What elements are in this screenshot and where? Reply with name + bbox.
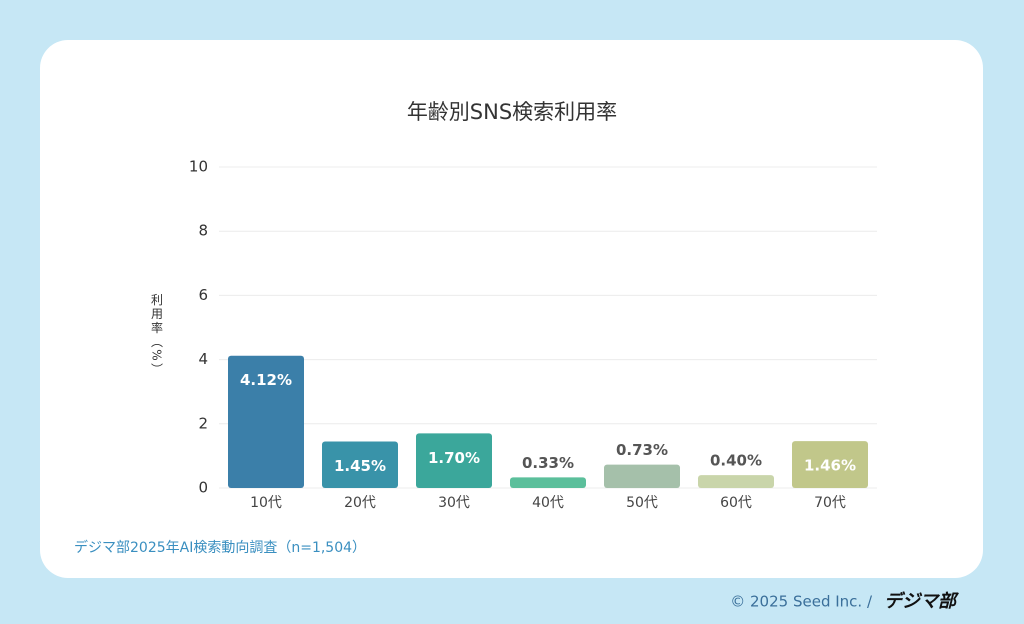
- x-tick-label: 30代: [438, 495, 470, 511]
- y-tick-label: 8: [198, 222, 208, 240]
- bar: [792, 441, 868, 488]
- bar: [604, 464, 680, 488]
- x-tick-label: 40代: [532, 495, 564, 511]
- x-tick-label: 50代: [626, 495, 658, 511]
- x-tick-label: 60代: [720, 495, 752, 511]
- y-tick-label: 2: [198, 414, 208, 432]
- bar: [698, 475, 774, 488]
- data-label: 1.70%: [428, 449, 480, 467]
- data-label: 0.40%: [710, 452, 762, 470]
- source-note: デジマ部2025年AI検索動向調査（n=1,504）: [74, 539, 366, 556]
- data-label: 0.73%: [616, 441, 668, 459]
- copyright: © 2025 Seed Inc. /: [730, 593, 873, 611]
- data-label: 1.46%: [804, 457, 856, 475]
- x-tick-label: 20代: [344, 495, 376, 511]
- bar: [228, 355, 304, 488]
- y-axis-label: 利用率（%）: [150, 293, 164, 377]
- y-tick-label: 4: [198, 350, 208, 368]
- chart-title: 年齢別SNS検索利用率: [407, 100, 617, 124]
- logo: デジマ部: [884, 591, 959, 612]
- y-tick-label: 0: [198, 479, 208, 497]
- bar: [416, 433, 492, 488]
- x-tick-label: 10代: [250, 495, 282, 511]
- data-label: 1.45%: [334, 457, 386, 475]
- data-label: 0.33%: [522, 454, 574, 472]
- bar: [510, 477, 586, 488]
- x-tick-label: 70代: [814, 495, 846, 511]
- y-tick-label: 10: [189, 158, 208, 176]
- data-label: 4.12%: [240, 371, 292, 389]
- bar: [322, 441, 398, 488]
- y-tick-label: 6: [198, 286, 208, 304]
